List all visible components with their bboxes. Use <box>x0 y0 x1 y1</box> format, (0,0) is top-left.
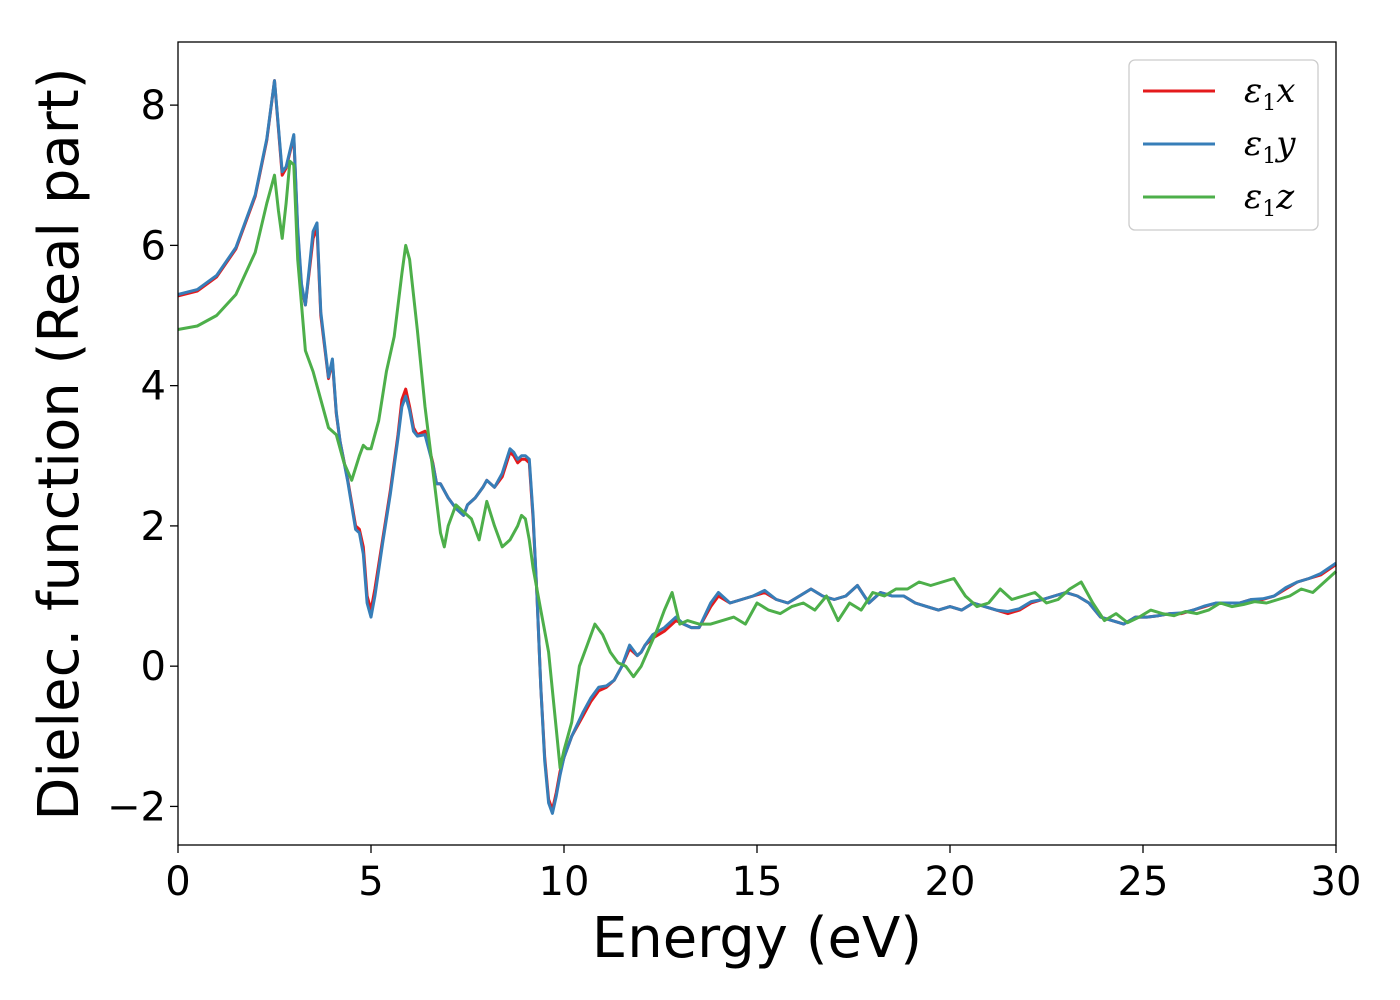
y-tick-label: −2 <box>107 784 166 830</box>
y-tick-label: 0 <box>141 644 166 690</box>
legend-label-z: ε1z <box>1244 177 1295 222</box>
series-layer <box>177 79 1338 815</box>
series-line-y <box>177 79 1337 815</box>
x-tick-label: 30 <box>1311 859 1362 905</box>
x-tick-label: 5 <box>358 859 383 905</box>
y-axis-title: Dielec. function (Real part) <box>27 67 92 820</box>
x-tick-label: 15 <box>732 859 783 905</box>
x-axis: 0 5 10 15 20 25 30 <box>165 845 1361 905</box>
legend-label-x: ε1x <box>1244 71 1295 116</box>
legend: ε1x ε1y ε1z <box>1128 59 1319 231</box>
x-axis-title: Energy (eV) <box>592 906 922 971</box>
x-tick-label: 0 <box>165 859 190 905</box>
y-tick-label: 8 <box>141 83 166 129</box>
y-tick-label: 6 <box>141 223 166 269</box>
legend-label-y: ε1y <box>1244 124 1296 169</box>
x-tick-label: 20 <box>925 859 976 905</box>
x-tick-label: 25 <box>1118 859 1169 905</box>
series-line-z <box>177 159 1338 770</box>
y-tick-label: 4 <box>141 364 166 410</box>
x-tick-label: 10 <box>539 859 590 905</box>
y-tick-label: 2 <box>141 504 166 550</box>
legend-box <box>1128 59 1319 231</box>
y-axis: −2 0 2 4 6 8 <box>107 83 178 830</box>
